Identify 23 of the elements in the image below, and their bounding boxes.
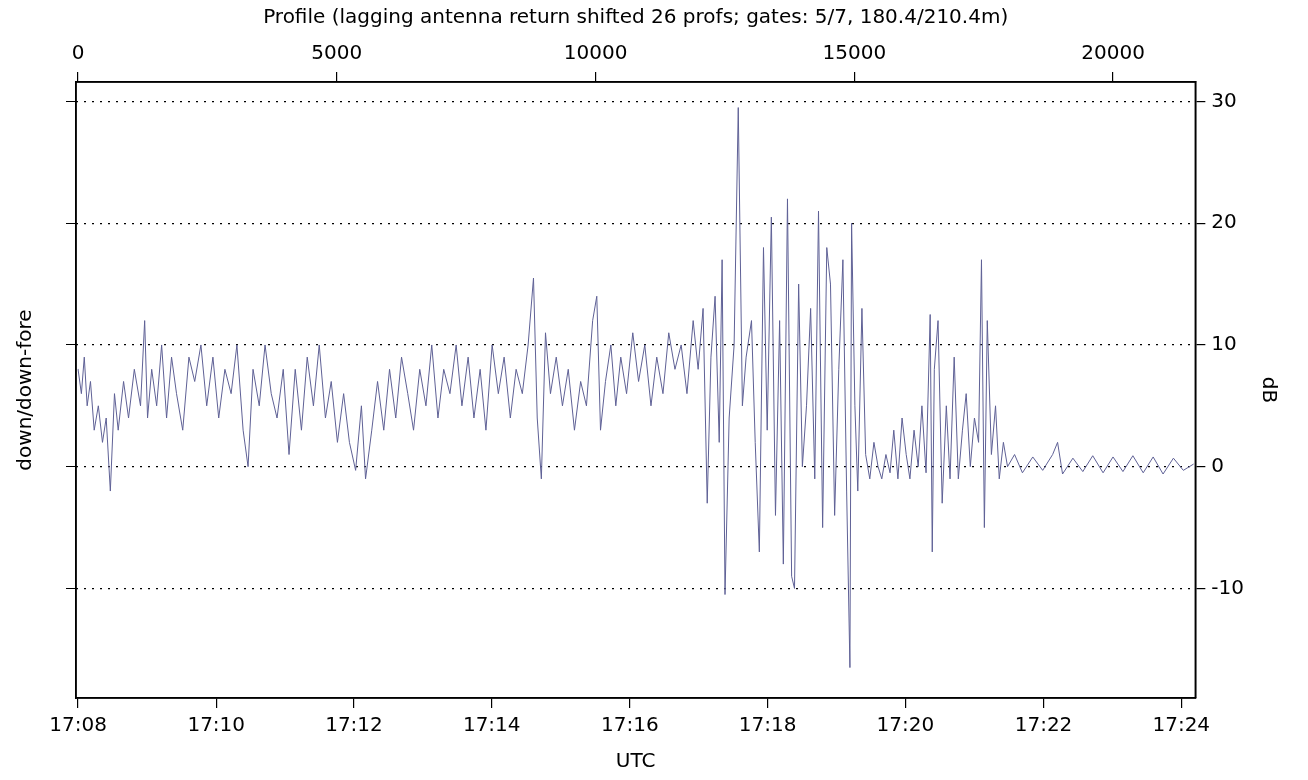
x-tick-label: 17:10 bbox=[187, 712, 246, 737]
x2-tick-label: 5000 bbox=[311, 40, 363, 65]
y-tick-label: 0 bbox=[1211, 452, 1225, 477]
x-tick-label: 17:18 bbox=[738, 712, 797, 737]
x-tick-label: 17:20 bbox=[876, 712, 935, 737]
x-tick-label: 17:22 bbox=[1014, 712, 1073, 737]
x-tick-label: 17:24 bbox=[1152, 712, 1211, 737]
x2-tick-label: 10000 bbox=[563, 40, 628, 65]
y-axis-title: dB bbox=[1257, 376, 1282, 404]
y-tick-label: 30 bbox=[1211, 87, 1237, 112]
text: down/down-fore bbox=[12, 309, 37, 471]
x2-tick-label: 0 bbox=[71, 40, 85, 65]
y-tick-label: 20 bbox=[1211, 209, 1237, 234]
x2-tick-label: 15000 bbox=[822, 40, 887, 65]
x-tick-label: 17:08 bbox=[49, 712, 107, 737]
y-tick-label: 10 bbox=[1211, 331, 1237, 356]
x-tick-label: 17:14 bbox=[462, 712, 521, 737]
y-tick-label: -10 bbox=[1211, 574, 1245, 599]
x-axis-title: UTC bbox=[615, 748, 656, 773]
x2-axis-title: Profile (lagging antenna return shifted 26 profs; gates: 5/7, 180.4/210.4m) bbox=[263, 4, 1009, 29]
x-tick-label: 17:16 bbox=[601, 712, 659, 737]
x-tick-label: 17:12 bbox=[325, 712, 383, 737]
x2-tick-label: 20000 bbox=[1081, 40, 1145, 65]
